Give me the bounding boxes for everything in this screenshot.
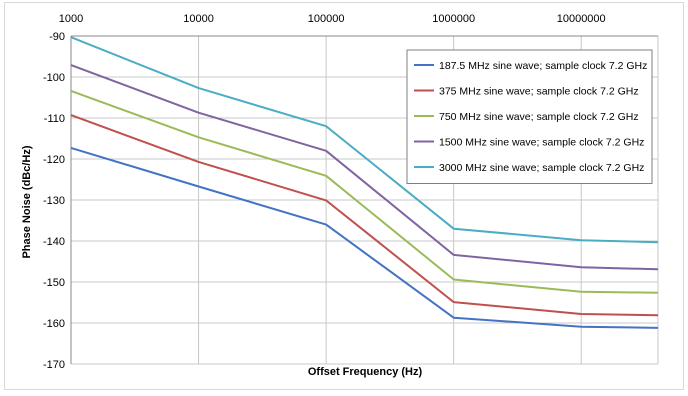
legend-label: 375 MHz sine wave; sample clock 7.2 GHz xyxy=(439,86,639,98)
series-line-5 xyxy=(70,36,659,244)
series-line-2 xyxy=(70,114,659,317)
legend-entry: 3000 MHz sine wave; sample clock 7.2 GHz xyxy=(414,162,644,174)
grid xyxy=(70,35,659,365)
legend-entry: 187.5 MHz sine wave; sample clock 7.2 GH… xyxy=(414,60,647,72)
y-tick-label: -110 xyxy=(44,113,65,125)
x-axis-title: Offset Frequency (Hz) xyxy=(308,366,423,378)
y-axis-tick-labels: -90 -100 -110 -120 -130 -140 -150 -160 -170 xyxy=(43,31,65,371)
legend-label: 187.5 MHz sine wave; sample clock 7.2 GH… xyxy=(439,60,647,72)
legend-label: 3000 MHz sine wave; sample clock 7.2 GHz xyxy=(439,162,644,174)
y-tick-label: -170 xyxy=(43,359,65,371)
y-tick-label: -100 xyxy=(43,72,65,84)
series-lines xyxy=(70,36,659,329)
y-tick-label: -140 xyxy=(43,236,65,248)
x-tick-label: 10000 xyxy=(183,13,214,25)
legend-entry: 1500 MHz sine wave; sample clock 7.2 GHz xyxy=(414,137,644,149)
series-line-3 xyxy=(70,89,659,294)
legend-label: 750 MHz sine wave; sample clock 7.2 GHz xyxy=(439,111,639,123)
x-tick-label: 1000000 xyxy=(432,13,475,25)
legend-entry: 750 MHz sine wave; sample clock 7.2 GHz xyxy=(414,111,639,123)
series-line-4 xyxy=(70,64,659,271)
phase-noise-chart: 1000 10000 100000 1000000 10000000 -90 -100 -1… xyxy=(21,13,659,378)
x-tick-label: 1000 xyxy=(59,13,83,25)
y-axis-title: Phase Noise (dBc/Hz) xyxy=(21,145,33,258)
x-tick-label: 100000 xyxy=(308,13,345,25)
legend-label: 1500 MHz sine wave; sample clock 7.2 GHz xyxy=(439,137,644,149)
x-axis-tick-labels: 1000 10000 100000 1000000 10000000 xyxy=(59,13,606,25)
y-tick-label: -160 xyxy=(43,318,65,330)
y-tick-label: -150 xyxy=(43,277,65,289)
y-tick-label: -90 xyxy=(49,31,65,43)
legend-box xyxy=(406,49,653,184)
series-line-1 xyxy=(70,146,659,329)
legend: 187.5 MHz sine wave; sample clock 7.2 GH… xyxy=(406,49,653,184)
chart-frame: 1000 10000 100000 1000000 10000000 -90 -100 -1… xyxy=(4,2,684,390)
y-tick-label: -120 xyxy=(43,154,65,166)
y-tick-label: -130 xyxy=(43,195,65,207)
legend-entry: 375 MHz sine wave; sample clock 7.2 GHz xyxy=(414,86,639,98)
x-tick-label: 10000000 xyxy=(557,13,606,25)
